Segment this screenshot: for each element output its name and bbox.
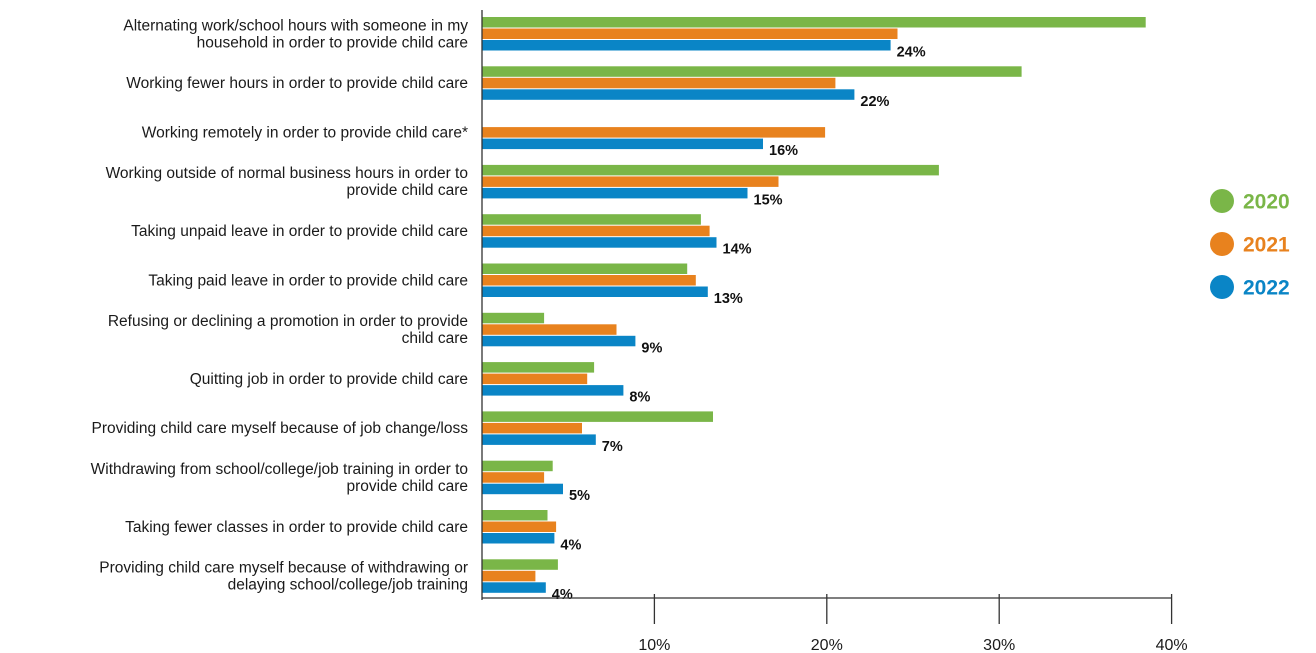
category-label-8: Quitting job in order to provide child c… [190, 371, 468, 388]
legend-marker-2022 [1210, 275, 1234, 299]
category-label-11: Taking fewer classes in order to provide… [125, 519, 468, 536]
bar-2020-6 [482, 263, 688, 274]
bar-2022-3 [482, 138, 763, 150]
bar-2020-1 [482, 17, 1146, 28]
category-label-6: Taking paid leave in order to provide ch… [148, 272, 468, 289]
category-labels: Alternating work/school hours with someo… [91, 17, 469, 593]
x-tick-label-40: 40% [1156, 637, 1188, 653]
data-label-10: 5% [569, 488, 590, 504]
category-label-1: Alternating work/school hours with someo… [123, 17, 468, 51]
x-tick-label-20: 20% [811, 637, 843, 653]
data-label-1: 24% [897, 45, 926, 61]
data-label-11: 4% [560, 538, 581, 554]
data-label-7: 9% [641, 340, 662, 356]
bar-2022-1 [482, 40, 891, 51]
bar-2022-4 [482, 187, 748, 199]
bar-2021-9 [482, 422, 582, 434]
data-label-8: 8% [629, 390, 650, 406]
bar-2022-6 [482, 286, 708, 297]
bar-2021-7 [482, 324, 617, 335]
category-label-4: Working outside of normal business hours… [106, 165, 468, 199]
bar-2021-4 [482, 176, 779, 187]
bar-2021-11 [482, 521, 557, 532]
category-label-5: Taking unpaid leave in order to provide … [131, 223, 468, 240]
data-label-12: 4% [552, 587, 573, 603]
bar-2021-6 [482, 275, 696, 286]
data-label-5: 14% [723, 242, 752, 258]
bar-2022-5 [482, 237, 717, 248]
bar-2020-8 [482, 362, 595, 373]
bar-2020-9 [482, 411, 713, 422]
bar-2022-11 [482, 533, 555, 544]
legend-marker-2020 [1210, 189, 1234, 213]
legend-label-2021: 2021 [1243, 234, 1290, 257]
bar-2022-2 [482, 89, 855, 100]
data-label-9: 7% [602, 439, 623, 455]
bar-2022-10 [482, 483, 563, 495]
data-labels: 24% 22% 16% 15% 14% 13% 9% 8% 7% 5% 4% 4% [552, 45, 926, 603]
category-label-7: Refusing or declining a promotion in ord… [108, 313, 468, 347]
bar-2020-2 [482, 66, 1022, 77]
data-label-4: 15% [754, 192, 783, 208]
bar-2020-4 [482, 164, 939, 176]
legend-label-2020: 2020 [1243, 191, 1290, 214]
bar-2020-5 [482, 214, 701, 225]
bar-2022-8 [482, 385, 624, 396]
category-label-10: Withdrawing from school/college/job trai… [91, 461, 468, 495]
bars-layer [482, 17, 1146, 593]
legend-marker-2021 [1210, 232, 1234, 256]
bar-2021-12 [482, 570, 536, 582]
bar-2022-9 [482, 434, 596, 445]
category-label-3: Working remotely in order to provide chi… [142, 124, 468, 141]
bar-2021-1 [482, 28, 898, 39]
bar-2022-7 [482, 335, 636, 347]
bar-2020-7 [482, 312, 545, 324]
bar-2020-12 [482, 559, 558, 570]
legend-label-2022: 2022 [1243, 277, 1290, 300]
category-label-12: Providing child care myself because of w… [99, 560, 468, 594]
bar-2021-10 [482, 472, 545, 483]
x-tick-label-30: 30% [983, 637, 1015, 653]
bar-2021-2 [482, 77, 836, 89]
data-label-2: 22% [860, 94, 889, 110]
bar-2020-10 [482, 460, 553, 472]
data-label-6: 13% [714, 291, 743, 307]
legend: 2020 2021 2022 [1210, 189, 1290, 300]
bar-2022-12 [482, 582, 546, 593]
data-label-3: 16% [769, 143, 798, 159]
bar-2020-11 [482, 510, 548, 521]
category-label-9: Providing child care myself because of j… [91, 420, 468, 437]
axes: 10% 20% 30% 40% [481, 10, 1188, 653]
x-tick-label-10: 10% [638, 637, 670, 653]
bar-2021-5 [482, 225, 710, 237]
category-label-2: Working fewer hours in order to provide … [126, 75, 468, 92]
bar-2021-3 [482, 127, 826, 138]
bar-2021-8 [482, 373, 588, 385]
